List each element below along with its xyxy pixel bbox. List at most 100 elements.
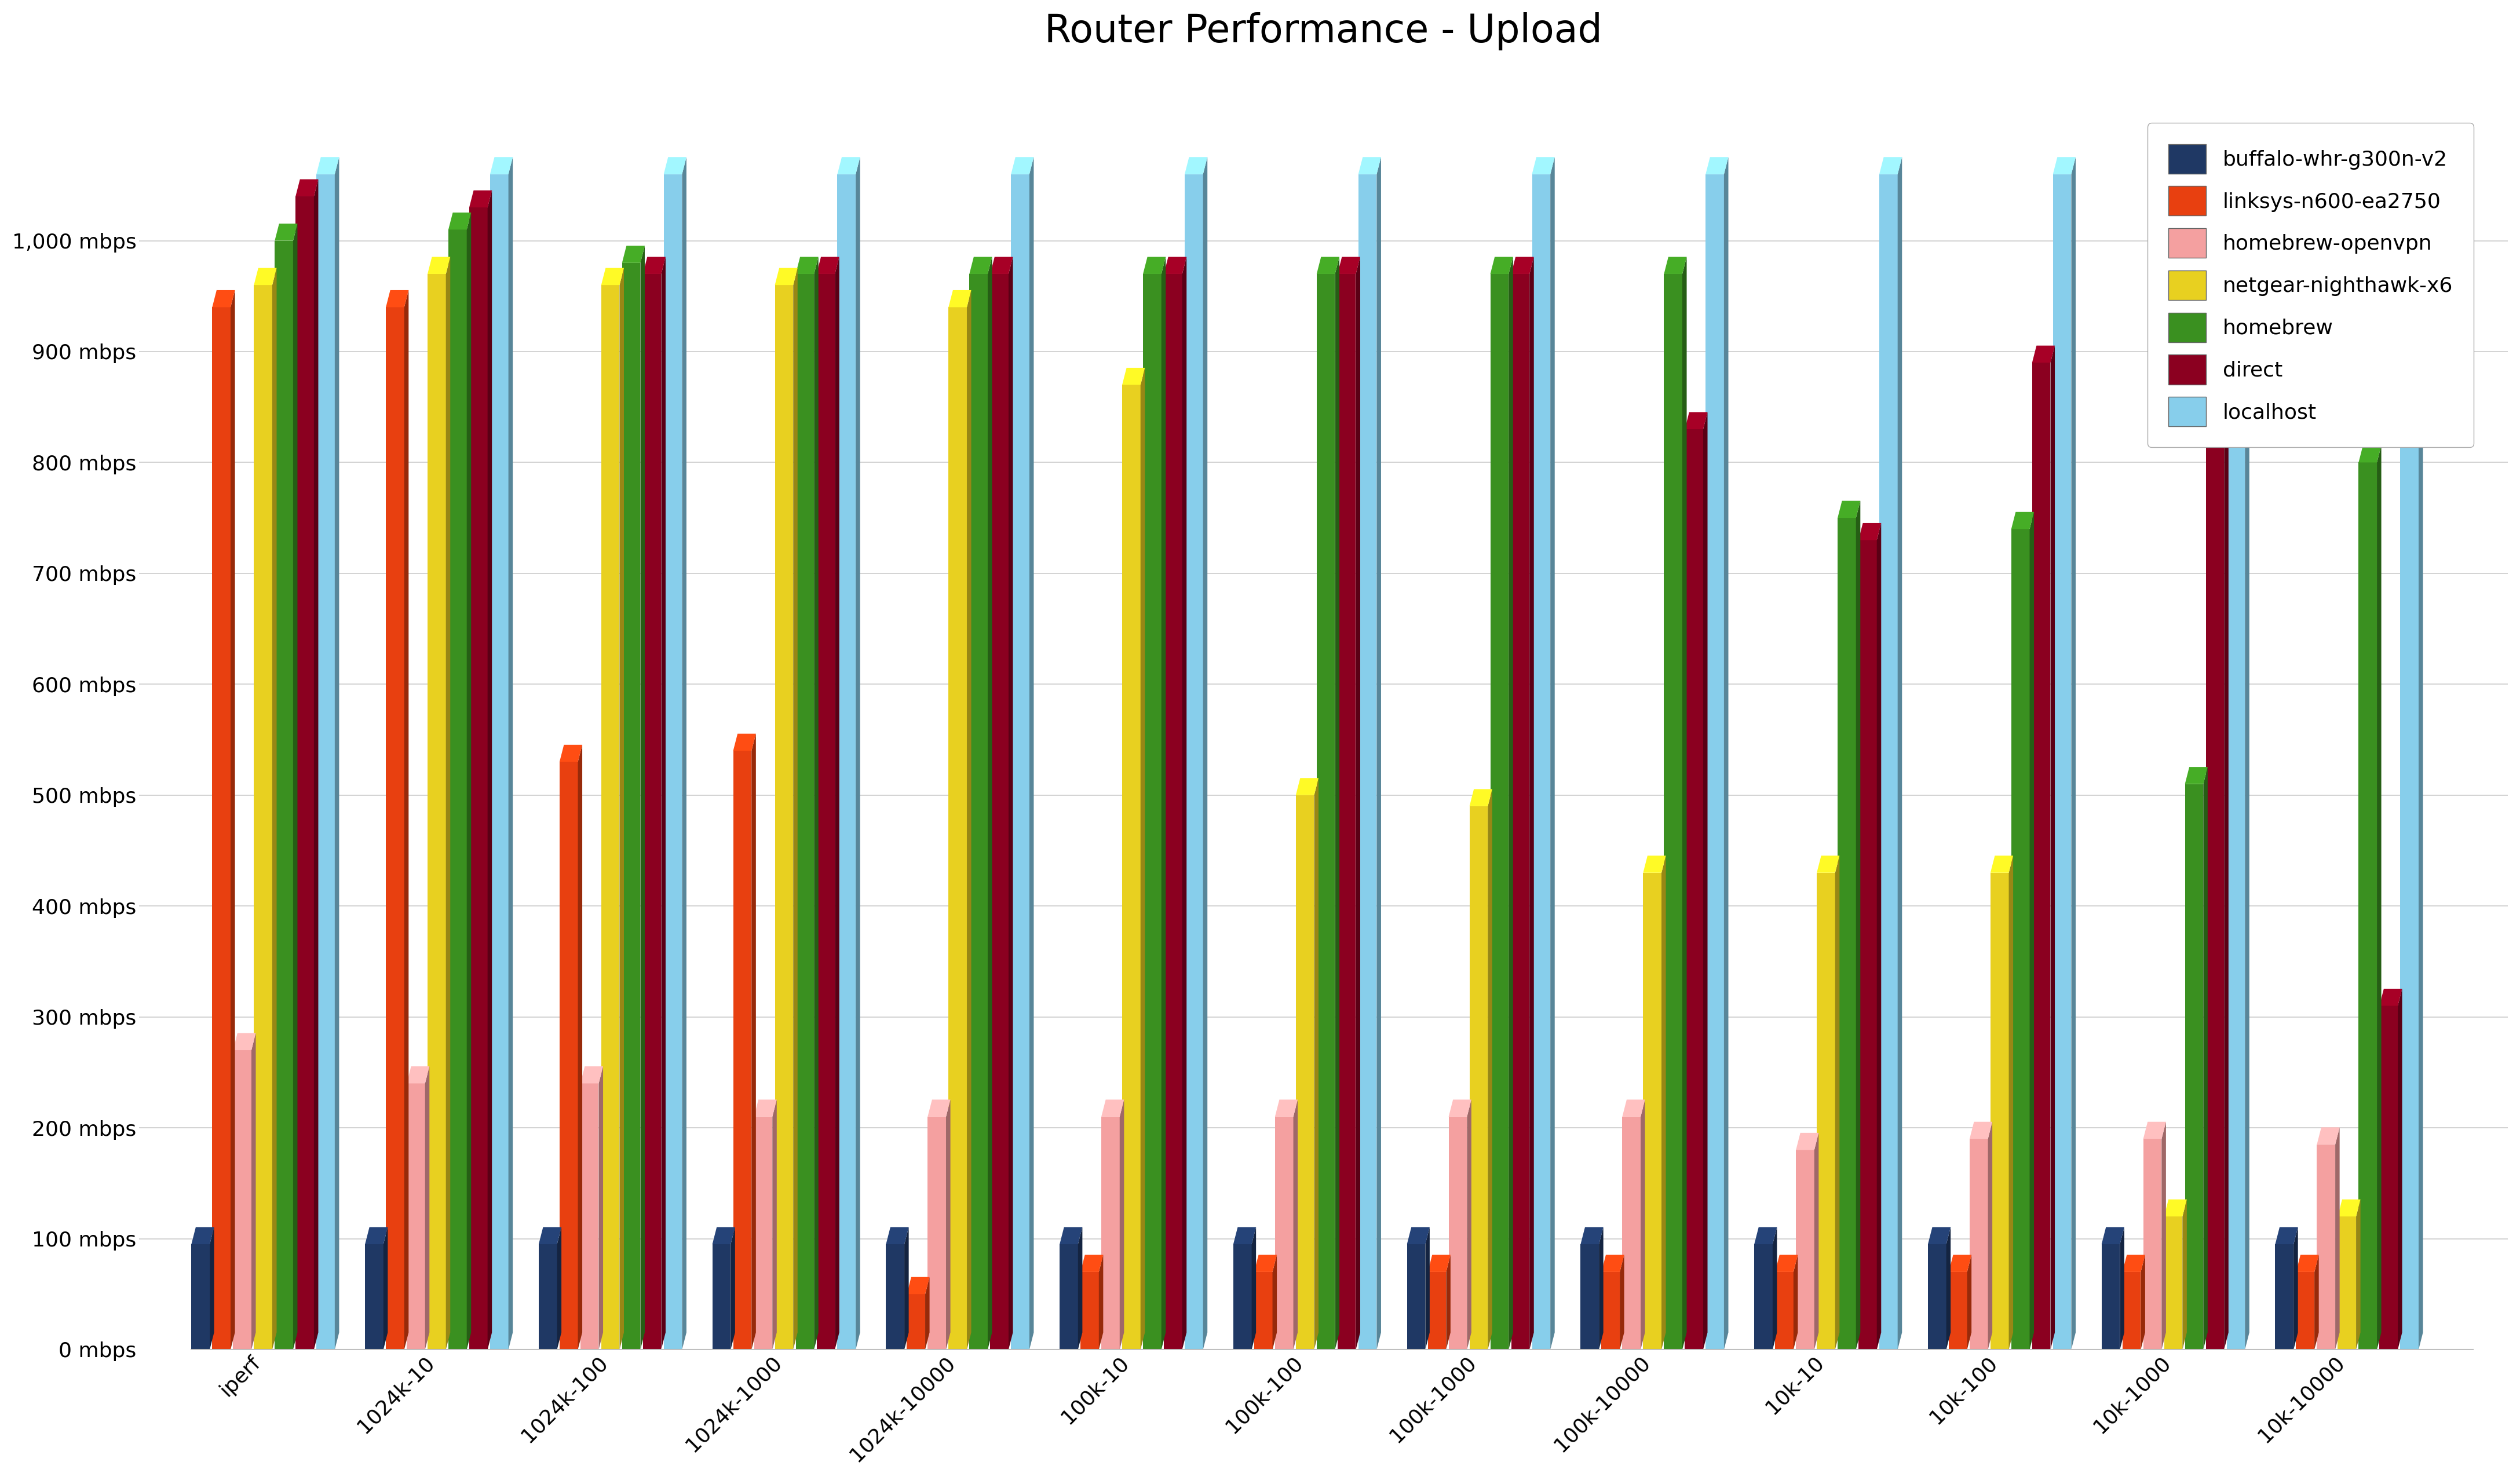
Polygon shape bbox=[1449, 1099, 1472, 1117]
Polygon shape bbox=[1081, 1272, 1099, 1350]
Polygon shape bbox=[663, 157, 685, 174]
Polygon shape bbox=[1406, 1227, 1429, 1244]
Polygon shape bbox=[212, 289, 234, 307]
Polygon shape bbox=[753, 1099, 776, 1117]
Polygon shape bbox=[1164, 257, 1187, 273]
Polygon shape bbox=[1446, 1255, 1452, 1350]
Polygon shape bbox=[1429, 1272, 1446, 1350]
Polygon shape bbox=[1686, 430, 1704, 1350]
Polygon shape bbox=[814, 257, 819, 1350]
Polygon shape bbox=[1774, 1272, 1794, 1350]
Polygon shape bbox=[2228, 174, 2245, 1350]
Polygon shape bbox=[1643, 855, 1666, 873]
Polygon shape bbox=[2296, 1272, 2313, 1350]
Polygon shape bbox=[1315, 257, 1338, 273]
Polygon shape bbox=[1880, 174, 1898, 1350]
Polygon shape bbox=[2379, 988, 2402, 1006]
Polygon shape bbox=[2339, 1217, 2356, 1350]
Polygon shape bbox=[2276, 1227, 2298, 1244]
Polygon shape bbox=[2359, 446, 2381, 462]
Polygon shape bbox=[2162, 1121, 2167, 1350]
Polygon shape bbox=[2205, 341, 2225, 1350]
Polygon shape bbox=[925, 1278, 930, 1350]
Polygon shape bbox=[1099, 1255, 1104, 1350]
Polygon shape bbox=[620, 267, 625, 1350]
Polygon shape bbox=[428, 257, 451, 273]
Polygon shape bbox=[771, 1099, 776, 1350]
Polygon shape bbox=[1754, 1244, 1772, 1350]
Polygon shape bbox=[2228, 157, 2250, 174]
Polygon shape bbox=[580, 1066, 602, 1084]
Polygon shape bbox=[255, 267, 277, 285]
Polygon shape bbox=[1252, 1227, 1255, 1350]
Polygon shape bbox=[1509, 257, 1512, 1350]
Polygon shape bbox=[1772, 1227, 1777, 1350]
Polygon shape bbox=[2182, 1199, 2187, 1350]
Polygon shape bbox=[577, 744, 582, 1350]
Polygon shape bbox=[212, 307, 229, 1350]
Polygon shape bbox=[2397, 988, 2402, 1350]
Polygon shape bbox=[2119, 1227, 2124, 1350]
Polygon shape bbox=[1532, 174, 1550, 1350]
Polygon shape bbox=[2359, 462, 2376, 1350]
Polygon shape bbox=[1313, 778, 1318, 1350]
Polygon shape bbox=[1600, 1272, 1620, 1350]
Polygon shape bbox=[1202, 157, 1207, 1350]
Polygon shape bbox=[816, 273, 834, 1350]
Polygon shape bbox=[295, 179, 318, 196]
Polygon shape bbox=[1144, 257, 1167, 273]
Polygon shape bbox=[796, 257, 819, 273]
Polygon shape bbox=[1467, 1099, 1472, 1350]
Polygon shape bbox=[660, 257, 665, 1350]
Polygon shape bbox=[192, 1227, 214, 1244]
Polygon shape bbox=[2356, 1199, 2361, 1350]
Polygon shape bbox=[1406, 1244, 1426, 1350]
Polygon shape bbox=[1338, 273, 1356, 1350]
Polygon shape bbox=[2142, 1121, 2167, 1139]
Polygon shape bbox=[1794, 1255, 1797, 1350]
Polygon shape bbox=[1489, 273, 1509, 1350]
Polygon shape bbox=[887, 1227, 910, 1244]
Polygon shape bbox=[774, 285, 794, 1350]
Polygon shape bbox=[945, 1099, 950, 1350]
Polygon shape bbox=[1255, 1255, 1278, 1272]
Polygon shape bbox=[643, 273, 660, 1350]
Polygon shape bbox=[489, 157, 512, 174]
Polygon shape bbox=[2419, 157, 2422, 1350]
Polygon shape bbox=[643, 257, 665, 273]
Polygon shape bbox=[428, 273, 446, 1350]
Polygon shape bbox=[2185, 767, 2208, 784]
Polygon shape bbox=[857, 157, 859, 1350]
Polygon shape bbox=[1429, 1255, 1452, 1272]
Polygon shape bbox=[1079, 1227, 1084, 1350]
Polygon shape bbox=[1988, 1121, 1993, 1350]
Polygon shape bbox=[1877, 523, 1880, 1350]
Polygon shape bbox=[1273, 1255, 1278, 1350]
Polygon shape bbox=[1182, 257, 1187, 1350]
Polygon shape bbox=[2029, 513, 2034, 1350]
Polygon shape bbox=[2054, 174, 2071, 1350]
Polygon shape bbox=[713, 1244, 731, 1350]
Polygon shape bbox=[1643, 873, 1661, 1350]
Polygon shape bbox=[2205, 323, 2228, 341]
Polygon shape bbox=[988, 257, 993, 1350]
Polygon shape bbox=[640, 245, 645, 1350]
Polygon shape bbox=[2336, 1127, 2339, 1350]
Polygon shape bbox=[539, 1244, 557, 1350]
Polygon shape bbox=[365, 1227, 388, 1244]
Polygon shape bbox=[1774, 1255, 1797, 1272]
Polygon shape bbox=[229, 289, 234, 1350]
Polygon shape bbox=[1121, 368, 1144, 385]
Polygon shape bbox=[1275, 1117, 1293, 1350]
Polygon shape bbox=[1232, 1227, 1255, 1244]
Polygon shape bbox=[386, 307, 403, 1350]
Polygon shape bbox=[907, 1294, 925, 1350]
Polygon shape bbox=[449, 229, 466, 1350]
Polygon shape bbox=[1814, 1133, 1819, 1350]
Polygon shape bbox=[837, 174, 857, 1350]
Polygon shape bbox=[318, 157, 340, 174]
Polygon shape bbox=[2399, 174, 2419, 1350]
Polygon shape bbox=[1101, 1099, 1124, 1117]
Polygon shape bbox=[600, 1066, 602, 1350]
Polygon shape bbox=[948, 289, 970, 307]
